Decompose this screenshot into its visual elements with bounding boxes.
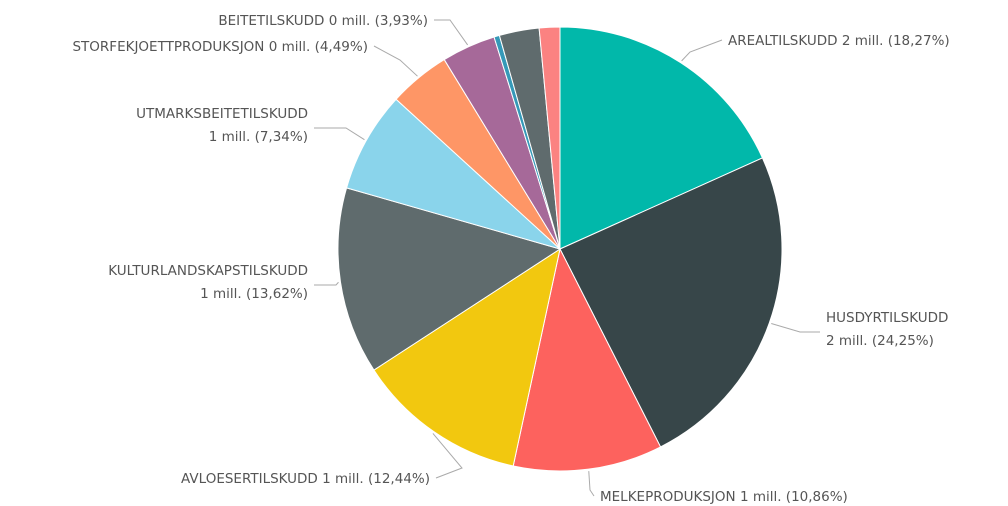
leader-line [588,471,595,497]
pie-slice [559,26,764,250]
data-label: MELKEPRODUKSJON 1 mill. (10,86%) [600,489,848,505]
data-label: BEITETILSKUDD 0 mill. (3,93%) [218,13,428,29]
pie-slice [538,26,561,250]
leader-line [434,19,469,46]
data-label-value: 1 mill. (10,86%) [740,489,848,505]
data-label-name: AVLOESERTILSKUDD [181,471,318,487]
data-label-value: 2 mill. (18,27%) [842,33,950,49]
data-label-name: MELKEPRODUKSJON [600,489,736,505]
leader-line [771,323,820,333]
data-label-value: 0 mill. (4,49%) [269,39,368,55]
data-label-name: UTMARKSBEITETILSKUDD [136,106,308,122]
leader-line [373,45,418,77]
data-label-value: 2 mill. (24,25%) [826,333,934,349]
data-label-value: 1 mill. (13,62%) [200,286,308,302]
leader-line [681,39,723,62]
data-label-name: HUSDYRTILSKUDD [826,310,948,326]
pie-slice [512,247,662,472]
data-label-value: 0 mill. (3,93%) [329,13,428,29]
pie-slice [373,247,561,467]
data-label: AREALTILSKUDD 2 mill. (18,27%) [728,33,950,49]
pie-slice [559,157,783,448]
data-label-name: STORFEKJOETTPRODUKSJON [72,39,264,55]
pie-slice [345,98,561,250]
data-label-value: 1 mill. (12,44%) [322,471,430,487]
data-label-value: 1 mill. (7,34%) [209,129,308,145]
data-label-name: KULTURLANDSKAPSTILSKUDD [108,263,308,279]
leader-line [432,433,463,479]
leader-line [314,127,365,141]
leader-line [314,281,339,286]
data-label: AVLOESERTILSKUDD 1 mill. (12,44%) [181,471,430,487]
data-label-name: BEITETILSKUDD [218,13,324,29]
data-label-name: AREALTILSKUDD [728,33,838,49]
data-label: STORFEKJOETTPRODUKSJON 0 mill. (4,49%) [72,39,368,55]
